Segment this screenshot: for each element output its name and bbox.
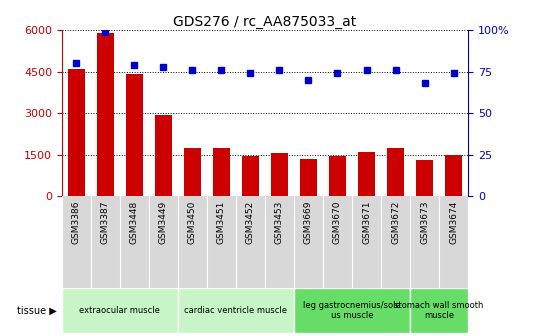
Bar	[242, 156, 259, 196]
Bar	[416, 160, 433, 196]
Text: extraocular muscle: extraocular muscle	[80, 306, 160, 315]
Bar	[358, 152, 375, 196]
Text: GSM3452: GSM3452	[246, 201, 255, 244]
Bar	[445, 155, 462, 196]
Text: leg gastrocnemius/sole
us muscle: leg gastrocnemius/sole us muscle	[303, 301, 401, 320]
Bar	[410, 288, 468, 333]
Bar	[294, 288, 410, 333]
Bar	[178, 288, 294, 333]
Text: GSM3674: GSM3674	[449, 201, 458, 244]
Text: tissue ▶: tissue ▶	[17, 305, 56, 316]
Bar	[300, 159, 317, 196]
Bar	[213, 148, 230, 196]
Bar	[183, 148, 201, 196]
Bar	[155, 115, 172, 196]
Bar	[387, 148, 404, 196]
Text: GSM3450: GSM3450	[188, 201, 197, 244]
Text: GSM3386: GSM3386	[72, 201, 81, 244]
Title: GDS276 / rc_AA875033_at: GDS276 / rc_AA875033_at	[173, 15, 357, 29]
Text: GSM3448: GSM3448	[130, 201, 139, 244]
Text: GSM3453: GSM3453	[275, 201, 284, 244]
Text: GSM3673: GSM3673	[420, 201, 429, 244]
Bar	[329, 156, 346, 196]
Text: cardiac ventricle muscle: cardiac ventricle muscle	[185, 306, 287, 315]
Bar	[271, 153, 288, 196]
Text: GSM3451: GSM3451	[217, 201, 226, 244]
Text: GSM3670: GSM3670	[333, 201, 342, 244]
Text: GSM3387: GSM3387	[101, 201, 110, 244]
Text: GSM3672: GSM3672	[391, 201, 400, 244]
Text: stomach wall smooth
muscle: stomach wall smooth muscle	[394, 301, 484, 320]
Text: GSM3671: GSM3671	[362, 201, 371, 244]
Bar	[126, 75, 143, 196]
Text: GSM3449: GSM3449	[159, 201, 168, 244]
Bar	[68, 69, 85, 196]
Text: GSM3669: GSM3669	[304, 201, 313, 244]
Bar	[62, 288, 178, 333]
Bar	[97, 33, 114, 196]
